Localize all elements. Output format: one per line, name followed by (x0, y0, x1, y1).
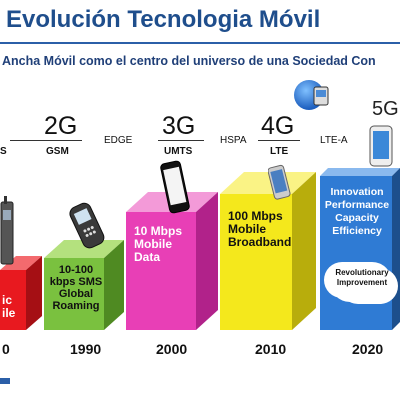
block-1980-line: ile (2, 306, 16, 320)
block-2010-line: Broadband (228, 235, 292, 249)
block-2000 (126, 192, 218, 330)
block-2020-text: Innovation Performance Capacity Efficien… (322, 186, 392, 238)
year-label: 1990 (70, 341, 102, 357)
block-2020-line: Innovation (330, 186, 384, 198)
smartphone-5g-icon (369, 125, 393, 167)
block-2010 (220, 172, 316, 330)
block-2000-text: 10 Mbps Mobile Data (134, 225, 182, 264)
generation-2g: 2G (44, 112, 78, 140)
generation-3g-tech: UMTS (164, 146, 193, 157)
block-1990-line: Roaming (52, 300, 100, 312)
evolution-blocks (0, 168, 400, 330)
globe-handset-icon (313, 86, 329, 106)
block-1990-line: 10-100 (58, 264, 94, 276)
page-title: Evolución Tecnologia Móvil (6, 6, 321, 33)
timeline-segment (258, 140, 300, 141)
left-edge-tech: S (0, 146, 7, 157)
timeline-segment (38, 140, 82, 141)
transition-lte-a: LTE-A (320, 135, 348, 146)
block-2020-line: Performance (324, 199, 390, 211)
year-label: 2020 (352, 341, 384, 357)
generation-4g: 4G (261, 112, 295, 140)
block-1980-text: ic ile (2, 294, 15, 320)
subtitle: Ancha Móvil como el centro del universo … (2, 54, 376, 68)
tablet-phone-icon (268, 164, 291, 200)
block-1990 (44, 240, 124, 330)
year-label: 2010 (255, 341, 287, 357)
block-2020-line: Efficiency (332, 225, 382, 237)
generation-3g: 3G (162, 112, 196, 140)
cloud-shape (330, 262, 392, 302)
transition-hspa: HSPA (220, 135, 247, 146)
block-2000-line: 10 Mbps (134, 224, 183, 238)
block-2010-text: 100 Mbps Mobile Broadband (228, 210, 291, 249)
cloud-line: Improvement (336, 278, 388, 287)
transition-edge: EDGE (104, 135, 133, 146)
generation-2g-tech: GSM (46, 146, 69, 157)
block-1990-line: Global (58, 288, 94, 300)
block-2020 (320, 168, 400, 330)
block-2010-line: Mobile (228, 222, 266, 236)
block-2020-line: Capacity (335, 212, 379, 224)
cloud-text: Revolutionary Improvement (328, 268, 396, 288)
block-2010-line: 100 Mbps (228, 209, 283, 223)
brick-phone-icon (0, 196, 14, 265)
cloud-line: Revolutionary (335, 268, 389, 277)
timeline-segment (10, 140, 38, 141)
generation-5g: 5G (372, 98, 399, 120)
block-1990-line: kbps SMS (49, 276, 103, 288)
year-label: 2000 (156, 341, 188, 357)
smartphone-icon (160, 160, 190, 214)
block-1980 (0, 256, 42, 330)
corner-logo-icon (0, 378, 10, 384)
timeline-segment (158, 140, 204, 141)
block-2000-line: Mobile (134, 237, 172, 251)
title-divider (0, 42, 400, 44)
year-label: 0 (2, 341, 10, 357)
block-1980-line: ic (2, 293, 13, 307)
feature-phone-icon (69, 202, 105, 249)
block-2000-line: Data (134, 250, 161, 264)
block-1990-text: 10-100 kbps SMS Global Roaming (48, 264, 104, 312)
generation-4g-tech: LTE (270, 146, 289, 157)
